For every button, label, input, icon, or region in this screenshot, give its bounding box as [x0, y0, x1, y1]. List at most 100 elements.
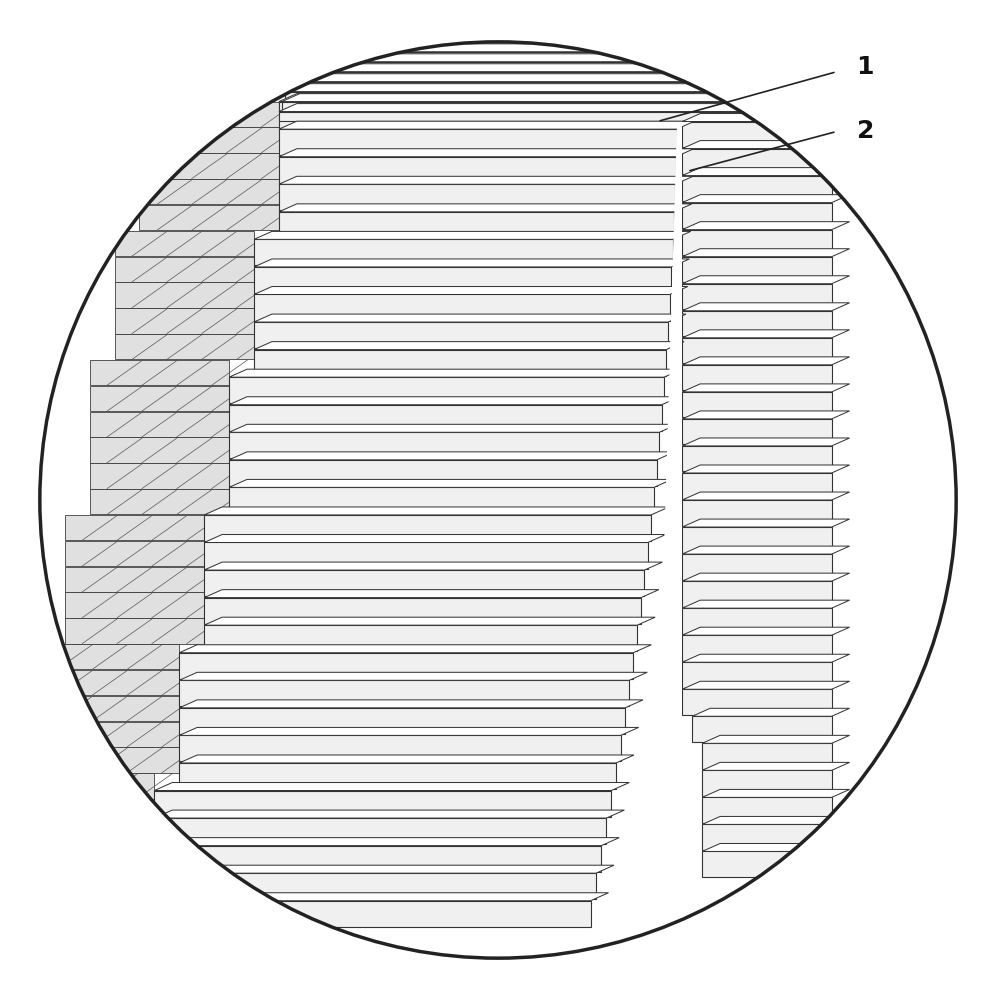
Polygon shape — [702, 762, 850, 770]
Point — [182, 535, 194, 547]
Point — [171, 379, 183, 391]
Line: 2 pts: 2 pts — [127, 670, 163, 695]
Point — [123, 638, 134, 650]
Point — [86, 767, 98, 779]
Point — [231, 225, 244, 237]
Polygon shape — [297, 44, 848, 52]
Line: 2 pts: 2 pts — [92, 747, 128, 773]
Polygon shape — [682, 554, 832, 580]
Point — [137, 457, 149, 469]
Polygon shape — [682, 330, 850, 338]
Point — [112, 586, 124, 598]
Point — [257, 199, 269, 211]
Polygon shape — [254, 231, 691, 239]
Polygon shape — [254, 239, 673, 265]
Line: 2 pts: 2 pts — [92, 670, 128, 695]
Polygon shape — [229, 460, 656, 486]
Polygon shape — [115, 231, 254, 256]
Point — [161, 328, 173, 340]
Polygon shape — [291, 72, 834, 81]
Line: 2 pts: 2 pts — [167, 334, 203, 359]
Polygon shape — [154, 783, 629, 791]
Point — [151, 121, 163, 133]
Polygon shape — [204, 598, 641, 624]
Point — [63, 793, 75, 805]
Point — [155, 741, 167, 753]
Polygon shape — [682, 365, 832, 390]
Point — [135, 483, 147, 495]
Point — [172, 354, 184, 366]
Point — [102, 405, 114, 417]
Polygon shape — [65, 541, 204, 566]
Point — [97, 896, 109, 908]
Polygon shape — [682, 392, 832, 417]
Line: 2 pts: 2 pts — [82, 515, 118, 540]
Point — [267, 302, 279, 314]
Polygon shape — [682, 276, 850, 284]
Point — [98, 819, 110, 831]
Polygon shape — [303, 32, 826, 41]
Point — [267, 276, 279, 288]
Line: 2 pts: 2 pts — [58, 644, 94, 669]
Text: 1: 1 — [857, 55, 874, 79]
Point — [242, 457, 253, 469]
Polygon shape — [702, 770, 832, 796]
Polygon shape — [682, 195, 850, 203]
Point — [112, 535, 124, 547]
Point — [131, 767, 144, 779]
Line: 2 pts: 2 pts — [32, 773, 69, 799]
Line: 2 pts: 2 pts — [157, 102, 193, 127]
Line: 2 pts: 2 pts — [103, 825, 137, 850]
Point — [161, 328, 174, 340]
Point — [185, 198, 197, 210]
Line: 2 pts: 2 pts — [32, 851, 69, 876]
Point — [171, 483, 183, 495]
Polygon shape — [682, 681, 850, 689]
Line: 2 pts: 2 pts — [191, 102, 228, 127]
Point — [207, 431, 219, 443]
Polygon shape — [179, 672, 647, 680]
Line: 2 pts: 2 pts — [161, 696, 197, 721]
Point — [242, 406, 253, 418]
Point — [185, 121, 197, 133]
Point — [27, 818, 38, 830]
Point — [182, 612, 194, 624]
Line: 2 pts: 2 pts — [103, 799, 137, 824]
Polygon shape — [279, 176, 693, 184]
Polygon shape — [254, 350, 666, 376]
Point — [157, 664, 169, 676]
Line: 2 pts: 2 pts — [68, 902, 104, 928]
Point — [52, 715, 64, 727]
Line: 2 pts: 2 pts — [167, 257, 203, 282]
Point — [255, 224, 267, 236]
Point — [63, 819, 75, 831]
Polygon shape — [229, 487, 654, 513]
Polygon shape — [682, 465, 850, 473]
Polygon shape — [254, 287, 688, 294]
Point — [135, 405, 147, 417]
Point — [182, 509, 194, 521]
Polygon shape — [154, 901, 591, 927]
Point — [97, 818, 109, 830]
Line: 2 pts: 2 pts — [237, 308, 273, 334]
Point — [52, 689, 64, 701]
Point — [221, 121, 233, 133]
Point — [157, 638, 169, 650]
Point — [257, 173, 269, 185]
Line: 2 pts: 2 pts — [237, 257, 273, 282]
Point — [131, 896, 144, 908]
Polygon shape — [682, 446, 832, 471]
Point — [62, 870, 74, 882]
Line: 2 pts: 2 pts — [187, 567, 223, 592]
Polygon shape — [90, 463, 229, 489]
Polygon shape — [702, 735, 850, 743]
Point — [157, 741, 169, 753]
Line: 2 pts: 2 pts — [32, 799, 69, 824]
Point — [196, 276, 208, 288]
Point — [122, 767, 133, 779]
Line: 2 pts: 2 pts — [177, 437, 213, 463]
Polygon shape — [279, 157, 676, 183]
Point — [146, 586, 158, 598]
Line: 2 pts: 2 pts — [227, 205, 263, 230]
Point — [125, 328, 137, 340]
